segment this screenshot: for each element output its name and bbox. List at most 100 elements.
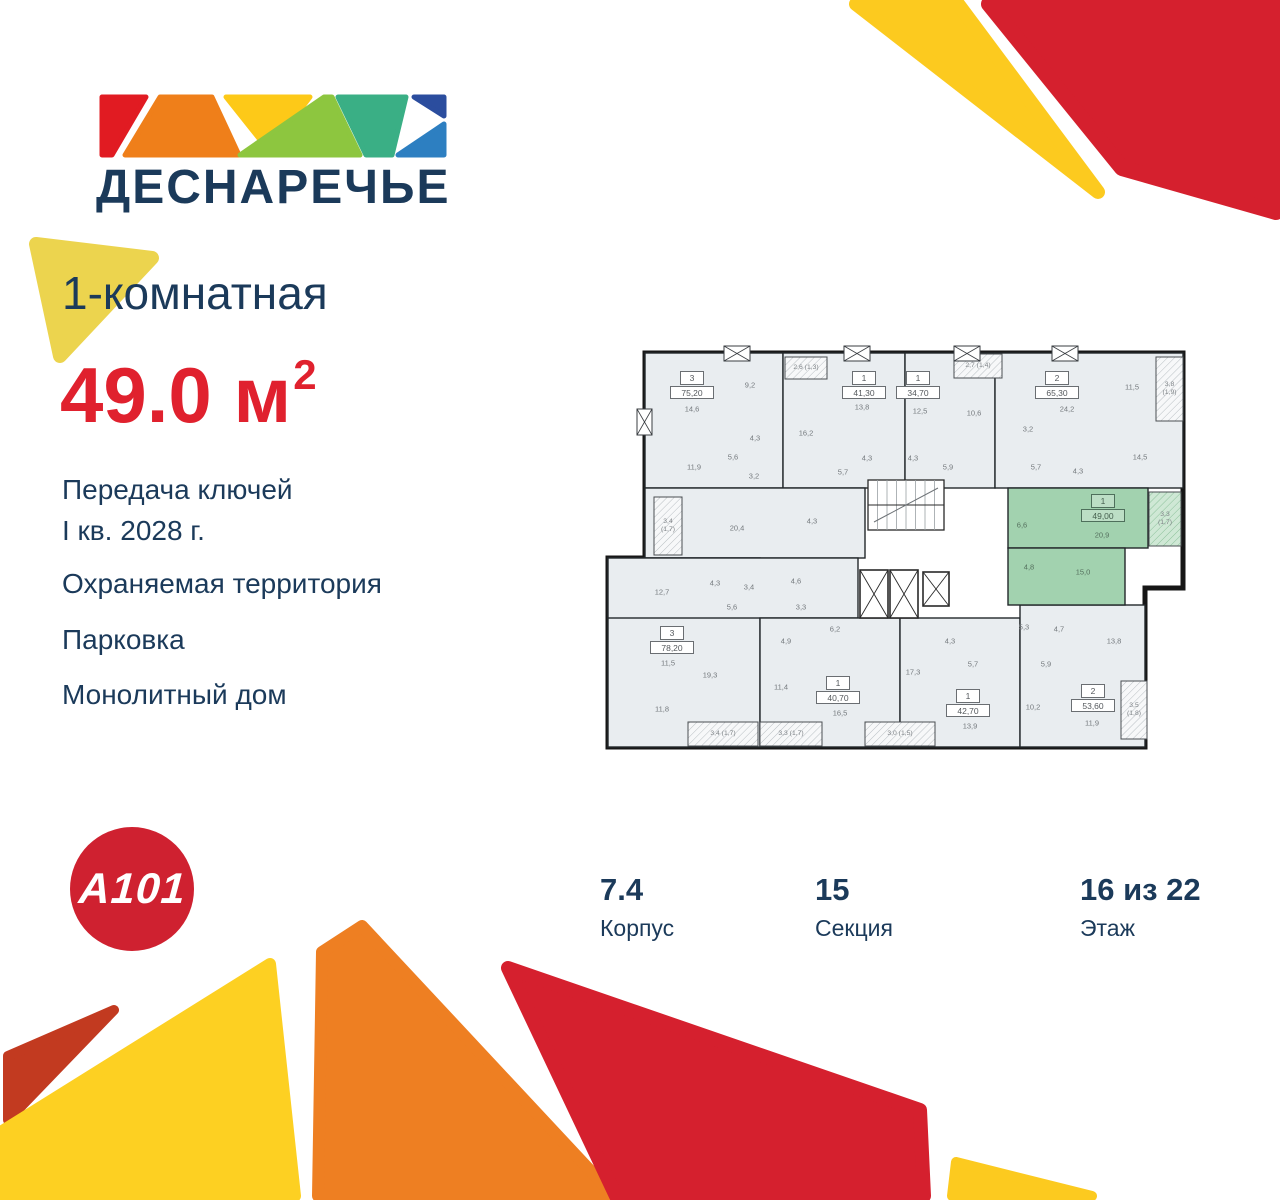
apartment-area: 49.0 м2 xyxy=(60,350,317,441)
elevator-icon xyxy=(922,571,950,607)
room-area-label: 4,3 xyxy=(749,433,761,443)
decor-top-right-yellow xyxy=(849,0,1105,199)
apartment-badge: 2 65,30 xyxy=(1035,371,1079,399)
building-label: Корпус xyxy=(600,915,675,941)
room-area-label: 17,3 xyxy=(905,667,921,677)
section-value: 15 xyxy=(815,872,850,907)
apartment-badge: 3 78,20 xyxy=(650,626,694,654)
highlighted-apartment-area xyxy=(1007,547,1126,606)
apartment-rooms-count: 2 xyxy=(1045,371,1069,385)
balcony-area-label: 3,3 (1,7) xyxy=(778,729,804,737)
room-area-label: 4,3 xyxy=(806,516,818,526)
detail-section: 15 Секция xyxy=(815,872,893,942)
room-area-label: 5,6 xyxy=(726,602,738,612)
balcony-area-label: 3,5 (1,8) xyxy=(1127,701,1141,717)
room-area-label: 9,2 xyxy=(744,380,756,390)
decor-bottom-yellow xyxy=(0,958,301,1200)
room-area-label: 5,9 xyxy=(942,462,954,472)
room-area-label: 4,8 xyxy=(1023,562,1035,572)
feature-parking: Парковка xyxy=(62,624,185,655)
brand-name: ДЕСНАРЕЧЬЕ xyxy=(96,161,451,214)
floor-plan-labels: 14,6 9,2 11,9 5,6 4,3 3,2 20,4 4,3 13,8 16,2 4,3 5,… xyxy=(600,345,1190,755)
room-area-label: 11,8 xyxy=(654,704,670,714)
apartment-total-area: 75,20 xyxy=(670,385,714,399)
apartment-total-area: 65,30 xyxy=(1035,385,1079,399)
balcony-area-label: 3,8 (1,9) xyxy=(1162,380,1177,396)
room-area-label: 15,0 xyxy=(1075,567,1091,577)
apartment-area xyxy=(1019,604,1146,748)
apartment-rooms-count: 2 xyxy=(1081,684,1105,698)
decor-bottom-red xyxy=(501,961,931,1200)
apartment-total-area: 49,00 xyxy=(1081,508,1125,522)
room-area-label: 4,3 xyxy=(861,453,873,463)
room-area-label: 20,4 xyxy=(729,523,745,533)
elevator-icon xyxy=(889,569,919,619)
balcony xyxy=(864,721,936,747)
area-unit: м xyxy=(211,351,292,439)
room-area-label: 12,7 xyxy=(654,587,670,597)
room-area-label: 14,5 xyxy=(1132,452,1148,462)
vent-shaft-icon xyxy=(1051,345,1079,362)
room-area-label: 5,7 xyxy=(967,659,979,669)
balcony xyxy=(1120,680,1148,740)
apartment-total-area: 78,20 xyxy=(650,640,694,654)
room-area-label: 4,3 xyxy=(944,636,956,646)
room-area-label: 11,9 xyxy=(686,462,702,472)
room-area-label: 4,6 xyxy=(790,576,802,586)
a101-logo-text: A101 xyxy=(76,864,188,913)
room-area-label: 14,6 xyxy=(684,404,700,414)
floor-plan: 14,6 9,2 11,9 5,6 4,3 3,2 20,4 4,3 13,8 16,2 4,3 5,… xyxy=(600,345,1190,755)
room-area-label: 13,8 xyxy=(854,402,870,412)
room-area-label: 11,5 xyxy=(660,658,676,668)
a101-developer-logo: A101 xyxy=(70,827,194,951)
vent-shaft-icon xyxy=(843,345,871,362)
decor-bottom-right-yellow xyxy=(947,1157,1097,1200)
area-superscript: 2 xyxy=(293,351,317,398)
room-area-label: 16,2 xyxy=(798,428,814,438)
balcony-area-label: 3,4 (1,7) xyxy=(710,729,736,737)
balcony xyxy=(653,496,683,556)
apartment-badge: 3 75,20 xyxy=(670,371,714,399)
apartment-total-area: 40,70 xyxy=(816,690,860,704)
stairs-icon xyxy=(867,479,945,531)
decor-bottom-orange xyxy=(312,920,620,1200)
apartment-type-title: 1-комнатная xyxy=(62,267,328,319)
balcony-area-label: 3,4 (1,7) xyxy=(661,517,675,533)
apartment-rooms-count: 1 xyxy=(852,371,876,385)
floor-value: 16 из 22 xyxy=(1080,872,1201,907)
room-area-label: 12,5 xyxy=(912,406,928,416)
room-area-label: 6,6 xyxy=(1016,520,1028,530)
apartment-rooms-count: 1 xyxy=(906,371,930,385)
room-area-label: 5,7 xyxy=(837,467,849,477)
balcony xyxy=(1148,491,1182,547)
balcony xyxy=(759,721,823,747)
apartment-rooms-count: 3 xyxy=(680,371,704,385)
vent-shaft-icon xyxy=(723,345,751,362)
apartment-area xyxy=(607,557,859,619)
room-area-label: 4,7 xyxy=(1053,624,1065,634)
room-area-label: 3,2 xyxy=(748,471,760,481)
room-area-label: 4,3 xyxy=(709,578,721,588)
vent-shaft-icon xyxy=(953,345,981,362)
balcony-area-label: 2,7 (1,4) xyxy=(965,361,991,369)
room-area-label: 3,3 xyxy=(795,602,807,612)
detail-floor: 16 из 22 Этаж xyxy=(1080,872,1201,942)
balcony xyxy=(1155,356,1184,422)
detail-building: 7.4 Корпус xyxy=(600,872,674,942)
room-area-label: 5,9 xyxy=(1040,659,1052,669)
apartment-badge: 1 41,30 xyxy=(842,371,886,399)
room-area-label: 5,7 xyxy=(1030,462,1042,472)
room-area-label: 3,2 xyxy=(1022,424,1034,434)
feature-keys-handover: Передача ключей xyxy=(62,474,293,505)
room-area-label: 13,9 xyxy=(962,721,978,731)
selected-apartment-badge: 1 49,00 xyxy=(1081,494,1125,522)
area-number: 49.0 xyxy=(60,351,212,439)
feature-monolithic-house: Монолитный дом xyxy=(62,679,287,710)
room-area-label: 19,3 xyxy=(702,670,718,680)
room-area-label: 3,4 xyxy=(743,582,755,592)
apartment-badge: 1 40,70 xyxy=(816,676,860,704)
apartment-badge: 1 34,70 xyxy=(896,371,940,399)
apartment-rooms-count: 1 xyxy=(956,689,980,703)
apartment-total-area: 42,70 xyxy=(946,703,990,717)
